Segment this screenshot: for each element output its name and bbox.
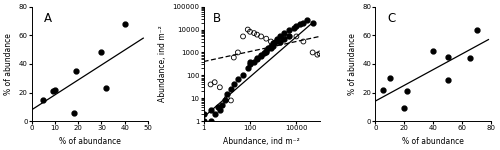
Point <box>444 56 452 58</box>
Point <box>214 106 222 109</box>
Point <box>220 99 228 102</box>
Point <box>276 40 284 43</box>
Point <box>386 77 394 79</box>
Point <box>216 86 224 88</box>
Point <box>223 97 231 99</box>
Point <box>260 52 268 55</box>
Point <box>218 104 226 106</box>
Point <box>262 51 270 54</box>
Point <box>274 42 281 45</box>
Point <box>292 24 300 27</box>
Point <box>51 88 59 91</box>
Point <box>227 88 235 90</box>
Point <box>300 40 308 43</box>
Point <box>206 120 214 122</box>
Point <box>466 57 473 59</box>
Point <box>253 58 261 61</box>
Point <box>234 51 242 54</box>
Point <box>304 19 312 22</box>
Point <box>70 111 78 114</box>
Point <box>227 99 235 102</box>
X-axis label: % of abundance: % of abundance <box>59 137 121 146</box>
Point <box>98 51 106 54</box>
Point <box>40 98 48 101</box>
Point <box>257 35 265 38</box>
Point <box>257 53 265 56</box>
Point <box>200 120 207 122</box>
Point <box>290 27 298 29</box>
Point <box>269 42 277 45</box>
Point <box>314 53 322 56</box>
Point <box>253 56 261 59</box>
Point <box>264 47 272 50</box>
Point <box>400 107 408 110</box>
Point <box>280 32 288 34</box>
Point <box>250 32 258 34</box>
Point <box>244 67 252 70</box>
Point <box>246 63 254 66</box>
Point <box>286 28 294 31</box>
Point <box>239 35 247 38</box>
Point <box>378 88 386 91</box>
Point <box>120 23 128 25</box>
Point <box>267 47 275 50</box>
Text: C: C <box>387 12 395 25</box>
Text: B: B <box>213 12 221 25</box>
Point <box>276 35 284 38</box>
Point <box>403 90 411 92</box>
Point <box>267 40 275 43</box>
Point <box>246 60 254 63</box>
Point <box>210 81 218 83</box>
Point <box>286 35 294 38</box>
Point <box>308 21 316 24</box>
Point <box>292 35 300 38</box>
Text: A: A <box>44 12 52 25</box>
Point <box>210 113 218 115</box>
Point <box>280 38 288 40</box>
Point <box>430 50 438 52</box>
Point <box>206 83 214 86</box>
Point <box>234 78 242 80</box>
Point <box>257 55 265 57</box>
X-axis label: Abundance, ind m⁻²: Abundance, ind m⁻² <box>223 137 300 146</box>
Point <box>72 70 80 72</box>
Point <box>49 90 57 92</box>
Point <box>102 87 110 89</box>
Point <box>246 31 254 33</box>
X-axis label: % of abundance: % of abundance <box>402 137 464 146</box>
Y-axis label: % of abundance: % of abundance <box>4 33 13 95</box>
Point <box>444 78 452 81</box>
Point <box>274 38 281 40</box>
Point <box>269 44 277 47</box>
Point <box>316 52 324 55</box>
Point <box>230 83 238 86</box>
Point <box>276 40 284 43</box>
Point <box>250 60 258 63</box>
Point <box>271 40 279 43</box>
Point <box>269 44 277 47</box>
Y-axis label: % of abundance: % of abundance <box>348 33 356 95</box>
Point <box>253 33 261 36</box>
Point <box>223 93 231 95</box>
Point <box>239 74 247 76</box>
Point <box>262 38 270 40</box>
Point <box>286 35 294 38</box>
Point <box>473 28 481 31</box>
Point <box>200 113 207 115</box>
Point <box>267 44 275 47</box>
Point <box>216 109 224 111</box>
Y-axis label: Abundance, ind m⁻²: Abundance, ind m⁻² <box>158 26 167 102</box>
Point <box>308 51 316 54</box>
Point <box>230 56 238 59</box>
Point <box>300 21 308 24</box>
Point <box>206 109 214 111</box>
Point <box>244 28 252 31</box>
Point <box>296 22 304 25</box>
Point <box>280 38 288 40</box>
Point <box>262 50 270 52</box>
